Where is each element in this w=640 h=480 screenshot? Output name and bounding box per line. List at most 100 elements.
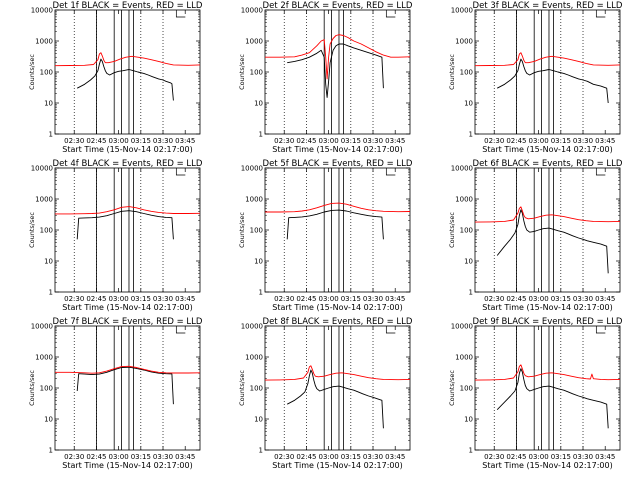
y-tick-label: 1000 bbox=[455, 354, 473, 362]
x-tick-label: 03:00 bbox=[529, 137, 549, 145]
y-axis-label: Counts/sec bbox=[448, 370, 456, 406]
interval-bracket bbox=[595, 10, 606, 18]
lld-series-line bbox=[55, 365, 201, 374]
x-axis-label: Start Time (15-Nov-14 02:17:00) bbox=[62, 145, 192, 154]
panel-det-2f: Det 2f BLACK = Events, RED = LLD 1 10 100 10… bbox=[238, 1, 413, 154]
x-tick-label: 02:45 bbox=[86, 295, 106, 303]
x-tick-label: 02:45 bbox=[86, 453, 106, 461]
x-axis-label: Start Time (15-Nov-14 02:17:00) bbox=[272, 145, 402, 154]
y-axis-label: Counts/sec bbox=[28, 212, 36, 248]
panel-title: Det 8f BLACK = Events, RED = LLD bbox=[263, 317, 413, 327]
y-axis-label: Counts/sec bbox=[238, 370, 246, 406]
events-series-line bbox=[286, 369, 384, 429]
x-tick-label: 03:15 bbox=[341, 137, 361, 145]
y-tick-label: 1 bbox=[259, 447, 263, 455]
y-tick-label: 1000 bbox=[455, 196, 473, 204]
x-tick-label: 03:45 bbox=[595, 295, 615, 303]
y-tick-label: 10 bbox=[464, 100, 473, 108]
x-axis-label: Start Time (15-Nov-14 02:17:00) bbox=[482, 461, 612, 470]
y-tick-label: 10000 bbox=[451, 7, 473, 15]
x-tick-label: 03:30 bbox=[363, 295, 383, 303]
panel-title: Det 2f BLACK = Events, RED = LLD bbox=[263, 1, 413, 11]
x-tick-label: 02:45 bbox=[506, 137, 526, 145]
y-tick-label: 1000 bbox=[35, 38, 53, 46]
x-tick-label: 02:30 bbox=[274, 295, 294, 303]
x-tick-label: 02:45 bbox=[506, 295, 526, 303]
interval-bracket bbox=[385, 10, 396, 18]
events-series-line bbox=[496, 58, 609, 104]
y-tick-label: 10 bbox=[254, 100, 263, 108]
x-tick-label: 03:30 bbox=[153, 137, 173, 145]
panel-det-4f: Det 4f BLACK = Events, RED = LLD 1 10 100 10… bbox=[28, 159, 203, 312]
interval-bracket bbox=[385, 326, 396, 334]
x-tick-label: 02:45 bbox=[296, 295, 316, 303]
y-tick-label: 1000 bbox=[35, 196, 53, 204]
events-series-line bbox=[76, 210, 174, 240]
y-tick-label: 10000 bbox=[451, 165, 473, 173]
y-tick-label: 1 bbox=[49, 447, 53, 455]
y-tick-label: 10 bbox=[44, 416, 53, 424]
plot-frame bbox=[54, 325, 201, 451]
panel-det-9f: Det 9f BLACK = Events, RED = LLD 1 10 100 10… bbox=[448, 317, 623, 470]
x-tick-label: 03:45 bbox=[385, 295, 405, 303]
x-tick-label: 02:45 bbox=[506, 453, 526, 461]
x-tick-label: 02:30 bbox=[64, 453, 84, 461]
x-tick-label: 03:15 bbox=[341, 295, 361, 303]
x-tick-label: 02:30 bbox=[484, 295, 504, 303]
x-tick-label: 03:45 bbox=[175, 295, 195, 303]
y-tick-label: 10 bbox=[44, 258, 53, 266]
x-tick-label: 03:00 bbox=[529, 295, 549, 303]
interval-bracket bbox=[385, 168, 396, 176]
x-tick-label: 02:30 bbox=[274, 137, 294, 145]
x-axis-label: Start Time (15-Nov-14 02:17:00) bbox=[272, 303, 402, 312]
x-tick-label: 02:30 bbox=[484, 453, 504, 461]
x-tick-label: 03:00 bbox=[319, 295, 339, 303]
y-tick-label: 10000 bbox=[31, 323, 53, 331]
lld-series-line bbox=[474, 206, 621, 223]
x-tick-label: 02:45 bbox=[86, 137, 106, 145]
x-tick-label: 03:30 bbox=[153, 295, 173, 303]
events-series-line bbox=[76, 366, 174, 405]
y-tick-label: 10000 bbox=[241, 323, 263, 331]
y-axis-label: Counts/sec bbox=[238, 212, 246, 248]
x-tick-label: 03:45 bbox=[175, 453, 195, 461]
y-tick-label: 1 bbox=[469, 447, 473, 455]
x-tick-label: 03:30 bbox=[573, 453, 593, 461]
y-tick-label: 100 bbox=[40, 385, 53, 393]
y-axis-label: Counts/sec bbox=[448, 212, 456, 248]
x-tick-label: 02:45 bbox=[296, 453, 316, 461]
y-tick-label: 1 bbox=[469, 289, 473, 297]
y-tick-label: 10 bbox=[254, 258, 263, 266]
y-tick-label: 1000 bbox=[245, 196, 263, 204]
panel-det-7f: Det 7f BLACK = Events, RED = LLD 1 10 100 10… bbox=[28, 317, 203, 470]
y-tick-label: 1 bbox=[259, 131, 263, 139]
x-tick-label: 03:30 bbox=[573, 137, 593, 145]
lld-series-line bbox=[54, 52, 201, 67]
x-tick-label: 03:15 bbox=[551, 295, 571, 303]
events-series-line bbox=[496, 209, 609, 274]
panel-title: Det 6f BLACK = Events, RED = LLD bbox=[473, 159, 623, 169]
y-tick-label: 100 bbox=[40, 69, 53, 77]
y-tick-label: 100 bbox=[460, 385, 473, 393]
y-tick-label: 100 bbox=[250, 69, 263, 77]
y-tick-label: 10 bbox=[464, 416, 473, 424]
x-tick-label: 03:00 bbox=[109, 295, 129, 303]
panel-title: Det 9f BLACK = Events, RED = LLD bbox=[473, 317, 623, 327]
panel-title: Det 1f BLACK = Events, RED = LLD bbox=[53, 1, 203, 11]
interval-bracket bbox=[595, 168, 606, 176]
x-tick-label: 03:45 bbox=[595, 453, 615, 461]
y-tick-label: 1000 bbox=[245, 354, 263, 362]
y-tick-label: 1 bbox=[49, 289, 53, 297]
x-axis-label: Start Time (15-Nov-14 02:17:00) bbox=[62, 461, 192, 470]
x-tick-label: 03:30 bbox=[363, 453, 383, 461]
plot-frame bbox=[264, 325, 411, 451]
plot-frame bbox=[474, 325, 621, 451]
y-tick-label: 1000 bbox=[35, 354, 53, 362]
x-tick-label: 03:00 bbox=[109, 137, 129, 145]
x-tick-label: 03:45 bbox=[175, 137, 195, 145]
x-tick-label: 03:00 bbox=[319, 137, 339, 145]
y-tick-label: 10 bbox=[464, 258, 473, 266]
panel-det-3f: Det 3f BLACK = Events, RED = LLD 1 10 100 10… bbox=[448, 1, 623, 154]
panel-title: Det 7f BLACK = Events, RED = LLD bbox=[53, 317, 203, 327]
y-tick-label: 10000 bbox=[241, 165, 263, 173]
